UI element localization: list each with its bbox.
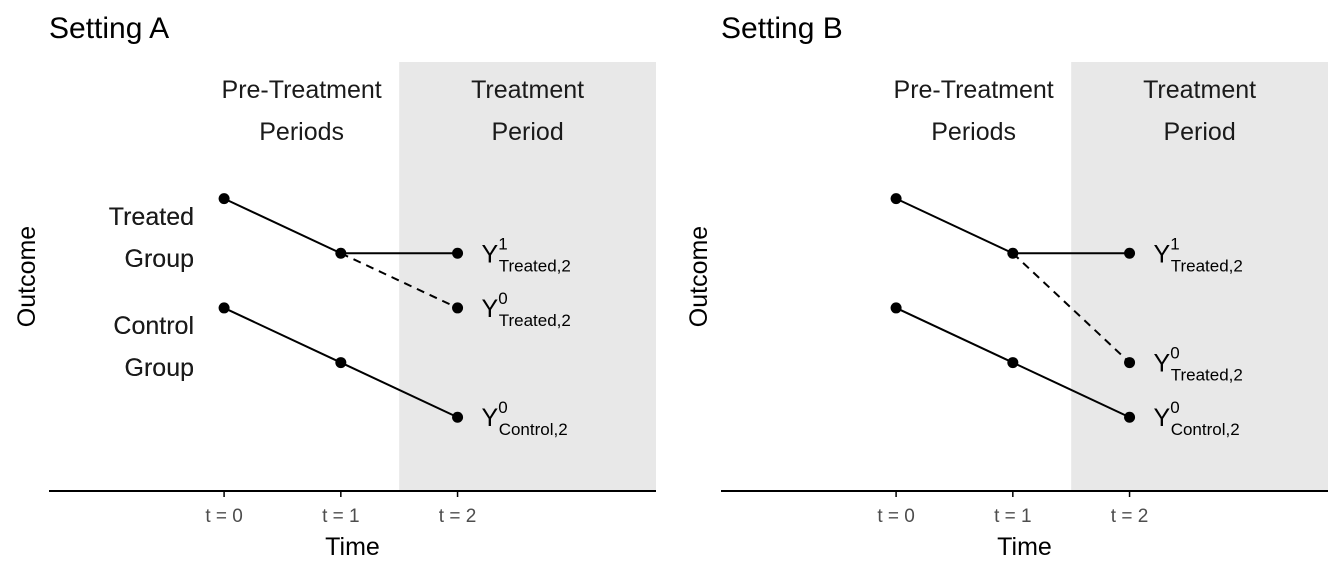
data-point (1124, 247, 1136, 259)
x-tick-label: t = 1 (994, 506, 1032, 527)
point-label-base: Y (1154, 350, 1171, 378)
point-label-base: Y (1154, 404, 1171, 432)
x-tick-label: t = 0 (205, 506, 243, 527)
group-label: Group (125, 245, 194, 273)
point-label-sub: Treated,2 (499, 256, 571, 275)
x-axis-title: Time (997, 533, 1052, 561)
point-label: Y0 Treated,2 (1154, 344, 1243, 385)
x-tick-label: t = 0 (877, 506, 915, 527)
treatment-period-label: Treatment (1143, 76, 1256, 104)
point-label-sup: 0 (498, 398, 507, 417)
panel-setting-b: Setting B Pre-Treatment Periods Treatment Pe… (109, 12, 1328, 561)
group-label: Control (113, 312, 194, 340)
data-point (890, 193, 902, 205)
data-point (1007, 247, 1019, 259)
treatment-period-label: Treatment (471, 76, 584, 104)
point-label: Y1 Treated,2 (482, 234, 571, 275)
point-label-sub: Control,2 (1171, 420, 1240, 439)
group-label: Group (125, 354, 194, 382)
point-label-sup: 0 (1170, 344, 1179, 363)
point-label-sub: Treated,2 (499, 311, 571, 330)
point-label-sub: Treated,2 (1171, 366, 1243, 385)
data-point (335, 247, 347, 259)
point-label: Y1 Treated,2 (1154, 234, 1243, 275)
data-point (452, 247, 464, 259)
point-label-base: Y (482, 240, 499, 268)
group-label: Control (113, 312, 194, 340)
pre-treatment-label: Pre-Treatment (894, 76, 1054, 104)
x-tick-label: t = 2 (1111, 506, 1149, 527)
data-point (890, 302, 902, 314)
pre-treatment-label: Periods (259, 118, 344, 146)
data-point (218, 193, 230, 205)
treatment-region (399, 62, 656, 491)
point-label: Y0 Control,2 (482, 398, 568, 439)
chart-title: Setting B (721, 12, 843, 45)
data-point (1007, 357, 1019, 369)
pre-treatment-label: Periods (931, 118, 1016, 146)
point-label-sup: 0 (1170, 398, 1179, 417)
point-label-sup: 1 (498, 234, 507, 253)
data-point (218, 302, 230, 314)
group-label: Treated (109, 203, 194, 231)
data-point (1124, 357, 1136, 369)
point-label-sub: Treated,2 (1171, 256, 1243, 275)
data-point (452, 302, 464, 314)
y-axis-title: Outcome (13, 226, 41, 327)
point-label-sup: 1 (1170, 234, 1179, 253)
group-label: Treated (109, 203, 194, 231)
pre-treatment-label: Pre-Treatment (222, 76, 382, 104)
y-axis-title: Outcome (685, 226, 713, 327)
group-label: Group (125, 245, 194, 273)
x-tick-label: t = 2 (439, 506, 477, 527)
point-label-sub: Control,2 (499, 420, 568, 439)
data-point (452, 411, 464, 423)
series-line (1012, 252, 1131, 364)
treatment-period-label: Period (1163, 118, 1235, 146)
point-label-base: Y (1154, 240, 1171, 268)
point-label-sup: 0 (498, 289, 507, 308)
treatment-period-label: Period (491, 118, 563, 146)
panel-setting-a: Setting A Pre-Treatment Periods Treatment Pe… (13, 12, 656, 561)
data-point (1124, 411, 1136, 423)
point-label: Y0 Treated,2 (482, 289, 571, 330)
x-tick-label: t = 1 (322, 506, 360, 527)
series-line (340, 252, 458, 309)
chart-title: Setting A (49, 12, 169, 45)
data-point (335, 357, 347, 369)
treatment-region (1071, 62, 1328, 491)
point-label-base: Y (482, 404, 499, 432)
x-axis-title: Time (325, 533, 380, 561)
point-label: Y0 Control,2 (1154, 398, 1240, 439)
group-label: Group (125, 354, 194, 382)
point-label-base: Y (482, 295, 499, 323)
